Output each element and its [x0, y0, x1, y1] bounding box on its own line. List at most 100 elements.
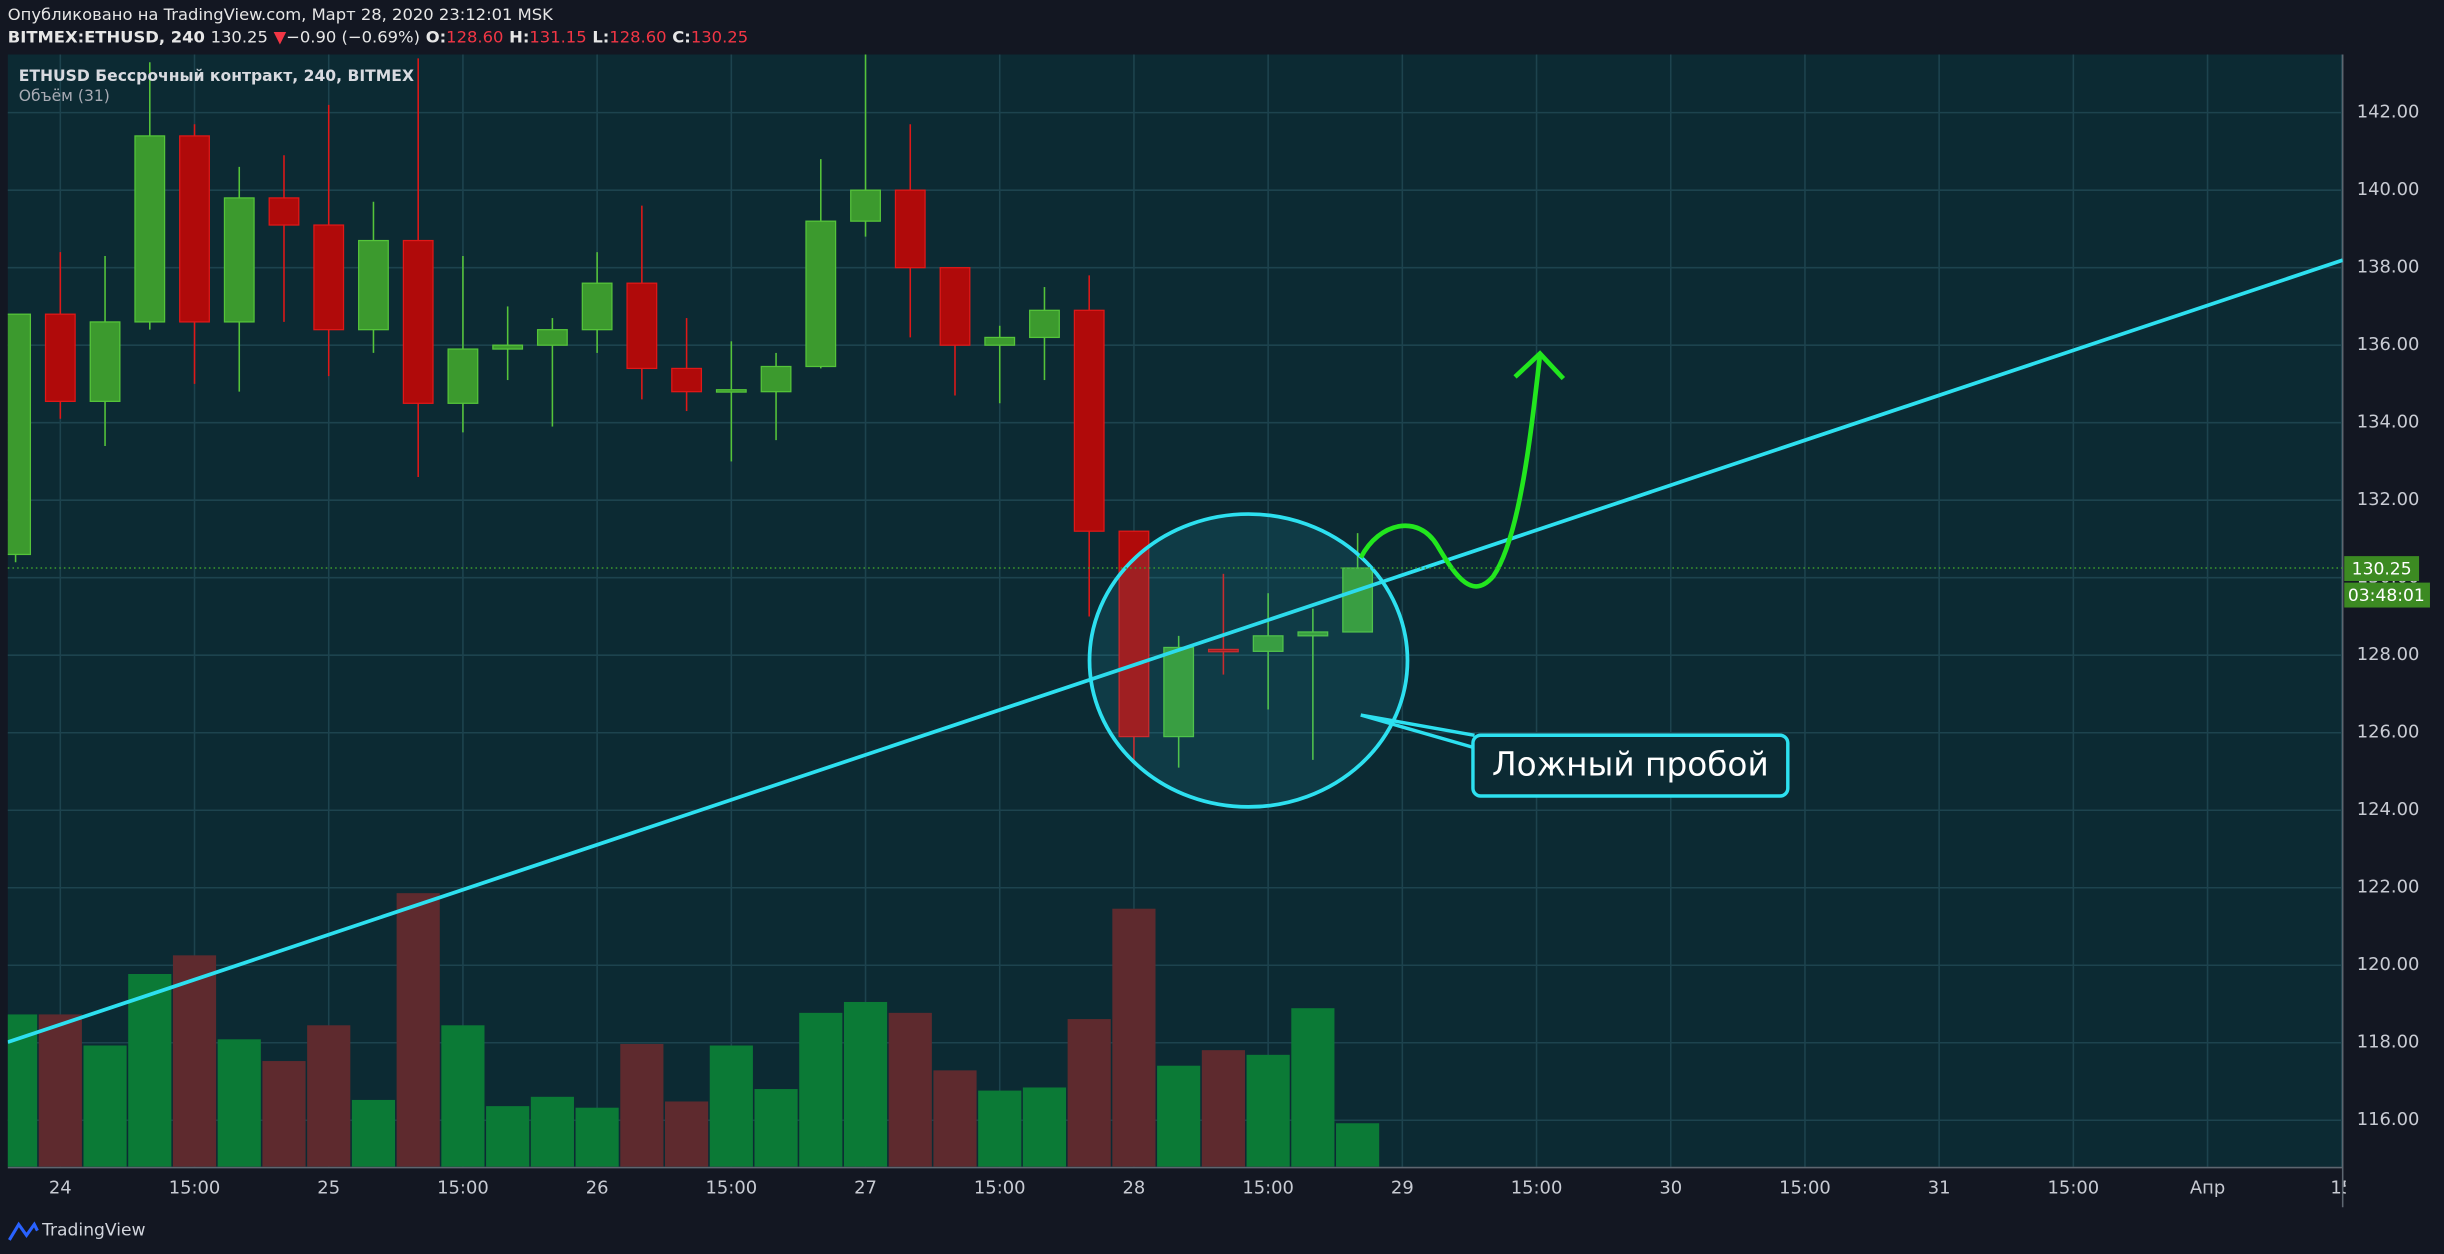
- symbol: BITMEX:ETHUSD, 240: [8, 27, 205, 46]
- candle-body: [671, 367, 703, 393]
- y-tick-label: 120.00: [2357, 954, 2420, 975]
- candle-body: [1073, 309, 1105, 532]
- volume-bar: [843, 1001, 888, 1167]
- candle-body: [1118, 530, 1150, 738]
- volume-bar: [486, 1106, 530, 1167]
- open-label: O:: [426, 27, 446, 46]
- volume-bar: [620, 1043, 664, 1167]
- volume-bar: [888, 1012, 932, 1167]
- time-axis: 24 15:00 25 15:00 26 15:00 27 15:00 28 15:00 29 15:…: [49, 1178, 2353, 1199]
- annotation: Ложный пробой: [1492, 745, 1769, 783]
- y-tick-label: 142.00: [2357, 102, 2420, 123]
- candle-body: [44, 313, 76, 402]
- volume-pane: [7, 893, 1380, 1167]
- y-tick-label: 122.00: [2357, 877, 2420, 898]
- volume-bar: [1022, 1087, 1067, 1167]
- volume-bar: [217, 1039, 261, 1167]
- x-tick-label: 15:00: [437, 1178, 489, 1199]
- change: −0.90 (−0.69%): [286, 27, 420, 46]
- high-value: 131.15: [529, 27, 586, 46]
- x-tick-label: 29: [1391, 1178, 1414, 1199]
- candle-body: [7, 313, 32, 556]
- y-tick-label: 116.00: [2357, 1109, 2420, 1130]
- volume-bar: [1201, 1050, 1245, 1167]
- candle-body: [894, 189, 926, 269]
- x-tick-label: 15:00: [2048, 1178, 2100, 1199]
- candle-body: [402, 239, 434, 404]
- open-value: 128.60: [446, 27, 503, 46]
- candle-body: [1207, 648, 1239, 653]
- y-tick-label: 140.00: [2357, 179, 2420, 200]
- last-price: 130.25: [211, 27, 268, 46]
- trend-line: [7, 258, 2343, 1044]
- candle-body: [358, 239, 389, 331]
- y-tick-label: 126.00: [2357, 722, 2420, 743]
- candle-body: [1252, 635, 1284, 652]
- volume-bar: [307, 1025, 351, 1167]
- callout-box: [1471, 733, 1790, 798]
- volume-bar: [83, 1045, 127, 1167]
- x-tick-label: 15: [2330, 1178, 2353, 1199]
- candle-body: [1029, 309, 1060, 339]
- volume-bar: [978, 1090, 1022, 1167]
- arrow-head: [1513, 350, 1566, 381]
- close-value: 130.25: [691, 27, 748, 46]
- countdown-box: [2344, 582, 2430, 608]
- x-tick-label: 15:00: [1242, 1178, 1294, 1199]
- volume-bar: [575, 1107, 619, 1167]
- x-tick-label: 28: [1123, 1178, 1146, 1199]
- candle-body: [179, 135, 210, 323]
- volume-bar: [128, 973, 172, 1167]
- callout-pointer: [1360, 713, 1475, 750]
- candle-body: [581, 282, 613, 331]
- volume-bar: [933, 1070, 977, 1167]
- legend-title: ETHUSD Бессрочный контракт, 240, BITMEX: [19, 67, 414, 85]
- volume-bar: [1246, 1054, 1290, 1167]
- candle-body: [268, 197, 300, 226]
- candle-body: [984, 336, 1016, 346]
- candle-body: [805, 220, 837, 368]
- volume-bar: [1336, 1123, 1380, 1167]
- drawings: Ложный пробой: [7, 258, 2343, 1044]
- high-label: H:: [509, 27, 529, 46]
- footer: TradingView: [41, 1221, 145, 1241]
- y-tick-label: 118.00: [2357, 1032, 2420, 1053]
- y-tick-label: 136.00: [2357, 334, 2420, 355]
- close-label: C:: [672, 27, 691, 46]
- forecast-arrow: [1358, 354, 1543, 589]
- change-arrow: ▼: [274, 27, 287, 46]
- volume-bar: [351, 1099, 396, 1167]
- candle-body: [313, 224, 345, 331]
- price-tag: 130.25: [2352, 559, 2412, 579]
- x-tick-label: 15:00: [1511, 1178, 1563, 1199]
- volume-bar: [709, 1045, 753, 1167]
- volume-bar: [441, 1025, 485, 1167]
- logo: [8, 1221, 39, 1241]
- volume-bar: [1291, 1008, 1335, 1167]
- candle-body: [715, 389, 747, 393]
- volume-bar: [1157, 1065, 1201, 1167]
- low-value: 128.60: [609, 27, 666, 46]
- symbol-line: BITMEX:ETHUSD, 240 130.25 ▼−0.90 (−0.69%…: [8, 27, 748, 46]
- candle-body: [1163, 646, 1195, 738]
- candle-body: [223, 197, 255, 323]
- highlight-ellipse: [1087, 512, 1410, 809]
- x-tick-label: Апр: [2190, 1178, 2225, 1199]
- y-tick-label: 134.00: [2357, 412, 2420, 433]
- x-tick-label: 15:00: [1779, 1178, 1831, 1199]
- candle-body: [850, 189, 881, 222]
- volume-bar: [530, 1096, 574, 1167]
- x-tick-label: 15:00: [706, 1178, 758, 1199]
- volume-bar: [665, 1101, 709, 1167]
- volume-bar: [172, 955, 217, 1167]
- candles: [7, 54, 1374, 768]
- candle-body: [89, 321, 121, 402]
- x-tick-label: 15:00: [974, 1178, 1026, 1199]
- volume-bar: [1067, 1019, 1111, 1167]
- x-tick-label: 25: [317, 1178, 340, 1199]
- y-tick-label: 138.00: [2357, 257, 2420, 278]
- volume-bar: [754, 1089, 798, 1167]
- countdown: 03:48:01: [2348, 586, 2425, 606]
- volume-bar: [38, 1014, 82, 1167]
- x-tick-label: 31: [1928, 1178, 1951, 1199]
